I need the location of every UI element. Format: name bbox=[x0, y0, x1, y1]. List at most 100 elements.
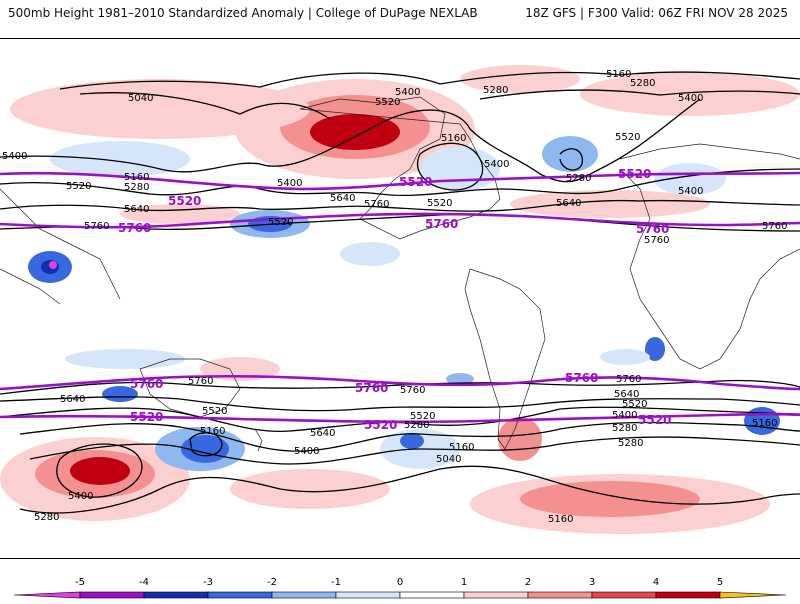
label-5760-sh-m: 5760 bbox=[400, 385, 425, 396]
model-run-info: 18Z GFS | F300 Valid: 06Z FRI NOV 28 202… bbox=[525, 6, 788, 20]
colorbar-segment bbox=[143, 591, 209, 599]
negative-anomaly-sa bbox=[600, 349, 650, 365]
purple-5760-north bbox=[0, 212, 800, 229]
purple-label-5520-nw: 5520 bbox=[168, 194, 201, 208]
contour-closed-5400-sio bbox=[56, 443, 143, 498]
label-5400-ak: 5400 bbox=[395, 87, 420, 98]
colorbar-segment bbox=[527, 591, 593, 599]
colorbar-arrow-low bbox=[13, 591, 81, 599]
colorbar-tick-label: 4 bbox=[653, 577, 659, 588]
colorbar-ticks: -5 -4 -3 -2 -1 0 1 2 3 4 5 bbox=[75, 577, 723, 588]
label-5640-sh-w: 5640 bbox=[60, 394, 85, 405]
purple-5520-north bbox=[0, 171, 800, 191]
colorbar-segment bbox=[335, 591, 401, 599]
contour-5640-south bbox=[0, 396, 800, 412]
anomaly-shading bbox=[0, 65, 800, 534]
purple-label-5520-se: 5520 bbox=[638, 413, 671, 427]
positive-anomaly-sa-tip bbox=[498, 417, 542, 461]
colorbar-tick-label: 0 bbox=[397, 577, 403, 588]
label-5280-top: 5280 bbox=[630, 78, 655, 89]
colorbar-tick-label: -2 bbox=[267, 577, 277, 588]
label-5280-sh-e2: 5280 bbox=[618, 438, 643, 449]
label-5040-sh-m: 5040 bbox=[436, 454, 461, 465]
label-5640-sh-e: 5640 bbox=[614, 389, 639, 400]
contour-5640-north bbox=[0, 199, 800, 212]
purple-label-5760-eu: 5760 bbox=[636, 222, 669, 236]
australia-coast bbox=[139, 358, 241, 418]
purple-label-5520-sw: 5520 bbox=[130, 410, 163, 424]
negative-anomaly-natl bbox=[542, 136, 598, 172]
label-5760-sh-w: 5760 bbox=[188, 376, 213, 387]
label-5400-mid: 5400 bbox=[277, 178, 302, 189]
map-title: 500mb Height 1981–2010 Standardized Anom… bbox=[8, 6, 478, 20]
label-5520-npac: 5520 bbox=[268, 217, 293, 228]
label-5280-atl: 5280 bbox=[566, 173, 591, 184]
label-5160-top: 5160 bbox=[606, 69, 631, 80]
colorbar-tick-label: -4 bbox=[139, 577, 149, 588]
negative-anomaly-asia-peak bbox=[49, 261, 57, 269]
asia-coast bbox=[0, 188, 121, 305]
label-5400-eu: 5400 bbox=[678, 186, 703, 197]
label-5160-sh-w: 5160 bbox=[200, 426, 225, 437]
colorbar-segment bbox=[79, 591, 145, 599]
colorbar-segment bbox=[591, 591, 657, 599]
purple-label-5760-sw: 5760 bbox=[130, 377, 163, 391]
colorbar-tick-label: 3 bbox=[589, 577, 595, 588]
purple-label-5760-sm: 5760 bbox=[355, 381, 388, 395]
positive-anomaly-atl bbox=[510, 190, 710, 218]
label-5280-west: 5280 bbox=[124, 182, 149, 193]
contour-5520-north bbox=[0, 168, 800, 197]
positive-anomaly-sio-peak bbox=[70, 457, 130, 485]
purple-label-5760-se: 5760 bbox=[565, 371, 598, 385]
contour-5280-south bbox=[29, 436, 800, 465]
purple-5760-south bbox=[0, 374, 800, 391]
colorbar-tick-label: 2 bbox=[525, 577, 531, 588]
colorbar-arrow-high bbox=[719, 591, 787, 599]
contour-5160-south bbox=[19, 465, 800, 514]
contour-5520-south bbox=[0, 406, 800, 433]
label-5520-sh-m: 5520 bbox=[410, 411, 435, 422]
label-5640-west: 5640 bbox=[124, 204, 149, 215]
colorbar-segment bbox=[655, 591, 721, 599]
label-5640-npac: 5640 bbox=[330, 193, 355, 204]
label-5640-atl: 5640 bbox=[556, 198, 581, 209]
purple-label-5520-sm: 5520 bbox=[364, 418, 397, 432]
colorbar-tick-label: 1 bbox=[461, 577, 467, 588]
label-5160-sh-bottom: 5160 bbox=[548, 514, 573, 525]
positive-anomaly-nw bbox=[10, 79, 310, 139]
header: 500mb Height 1981–2010 Standardized Anom… bbox=[0, 0, 800, 30]
purple-label-5760-na: 5760 bbox=[425, 217, 458, 231]
label-5760-west: 5760 bbox=[84, 221, 109, 232]
label-5040-nw: 5040 bbox=[128, 93, 153, 104]
negative-anomaly-sw bbox=[102, 386, 138, 402]
colorbar-segment bbox=[463, 591, 529, 599]
label-5400-sh-e: 5400 bbox=[612, 410, 637, 421]
negative-anomaly-spac2-core bbox=[400, 433, 424, 449]
purple-reference-contours bbox=[0, 171, 800, 424]
positive-anomaly-aus bbox=[230, 469, 390, 509]
negative-anomaly-io bbox=[65, 349, 185, 369]
label-5760-eu: 5760 bbox=[644, 235, 669, 246]
label-5520-us: 5520 bbox=[427, 198, 452, 209]
label-5760-sh-e: 5760 bbox=[616, 374, 641, 385]
label-5400-west: 5400 bbox=[2, 151, 27, 162]
label-5520-eu: 5520 bbox=[615, 132, 640, 143]
purple-label-5520-na: 5520 bbox=[399, 175, 432, 189]
label-5160-can: 5160 bbox=[441, 133, 466, 144]
label-5760-npac: 5760 bbox=[364, 199, 389, 210]
colorbar-segment bbox=[271, 591, 337, 599]
colorbar-segments bbox=[13, 591, 787, 599]
negative-anomaly-sm bbox=[446, 373, 474, 385]
map-panel[interactable]: 5160 5280 5400 5040 5400 5160 5520 5280 … bbox=[0, 38, 800, 559]
label-5520-sh-w: 5520 bbox=[202, 406, 227, 417]
label-5160-sh-m: 5160 bbox=[449, 442, 474, 453]
label-5520-sh-e: 5520 bbox=[622, 399, 647, 410]
label-5400-sh-m: 5400 bbox=[294, 446, 319, 457]
colorbar-segment bbox=[399, 591, 465, 599]
label-5280-sh-e: 5280 bbox=[612, 423, 637, 434]
anomaly-map[interactable]: 5160 5280 5400 5040 5400 5160 5520 5280 … bbox=[0, 39, 800, 559]
label-5280-sh-w: 5280 bbox=[34, 512, 59, 523]
label-5520-west: 5520 bbox=[66, 181, 91, 192]
contour-labels: 5160 5280 5400 5040 5400 5160 5520 5280 … bbox=[2, 69, 787, 525]
positive-anomaly-spac-core bbox=[520, 481, 700, 517]
